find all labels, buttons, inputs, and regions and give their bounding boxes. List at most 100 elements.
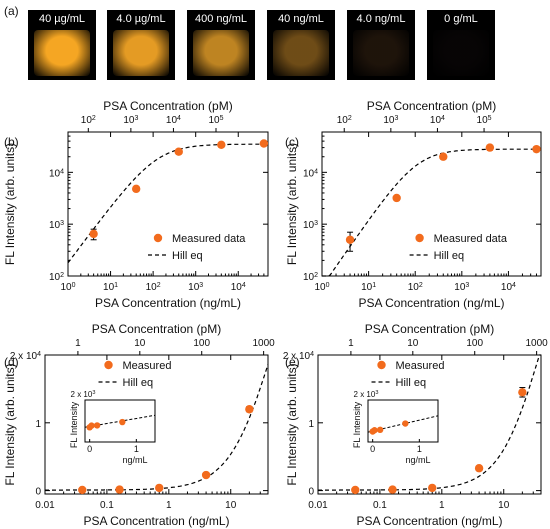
x-tick-label: 103: [454, 282, 469, 294]
y-tick-label: 104: [49, 168, 64, 180]
y-axis-title: FL Intensity (arb. units): [3, 363, 17, 485]
y-tick-label: 103: [303, 220, 318, 232]
inset-data-point: [119, 418, 126, 426]
x-tick-label: 101: [361, 282, 376, 294]
y-tick-label: 103: [49, 220, 64, 232]
y-tick-label: 2 x 104: [10, 351, 41, 363]
top-tick-label: 10: [134, 338, 146, 349]
panel-label: (e): [285, 355, 300, 369]
x-tick-label: 1: [439, 500, 445, 511]
top-tick-label: 1: [348, 338, 354, 349]
panel-label: (c): [285, 135, 299, 149]
tile-glow: [113, 30, 169, 76]
top-tick-label: 103: [123, 115, 138, 127]
chart-b: (b) 100 101 102 103 104 102 103 104 105 PSA Concen…: [3, 99, 269, 310]
legend-label: Hill eq: [396, 377, 427, 389]
data-point: [485, 143, 495, 152]
top-tick-label: 100: [466, 338, 483, 349]
legend-label: Hill eq: [123, 377, 154, 389]
inset-chart: 0 1 2 x 103 ng/mL FL Intensity: [352, 390, 439, 465]
inset-x-tick-label: 1: [417, 444, 422, 454]
plot-frame: [44, 354, 269, 495]
x-tick-label: 101: [103, 282, 118, 294]
panel-label: (d): [4, 355, 19, 369]
x-tick-label: 100: [314, 282, 329, 294]
hill-fit-line: [322, 148, 541, 277]
sample-tile: 0 g/mL: [427, 10, 495, 80]
x-tick-label: 102: [146, 282, 161, 294]
data-point: [259, 139, 269, 148]
inset-data-point: [371, 427, 378, 434]
top-tick-label: 10: [407, 338, 419, 349]
panel-a-label: (a): [4, 4, 19, 18]
top-tick-label: 104: [166, 115, 181, 127]
y-tick-label: 102: [303, 272, 318, 284]
inset-chart: 0 1 2 x 103 ng/mL FL Intensity: [69, 390, 156, 465]
plot-frame: [317, 354, 542, 495]
y-tick-label: 2 x 104: [283, 351, 314, 363]
tile-label: 40 µg/mL: [38, 13, 86, 25]
legend-marker: [104, 360, 113, 370]
data-point: [518, 388, 527, 397]
tile-label: 4.0 ng/mL: [356, 13, 406, 25]
chart-c: (c) 100 101 102 103 104 102 103 104 105 PSA Concen…: [285, 99, 542, 310]
tile-label: 400 ng/mL: [195, 13, 247, 25]
inset-frame: [367, 399, 439, 443]
tile-label: 40 ng/mL: [278, 13, 324, 25]
legend-label: Measured data: [434, 233, 508, 245]
inset-data-point: [93, 422, 101, 429]
plot-frame: [321, 131, 542, 277]
tile-glow: [273, 30, 329, 76]
data-point: [131, 184, 141, 194]
top-tick-label: 105: [477, 115, 492, 127]
legend-marker: [377, 360, 386, 370]
sample-tile: 40 µg/mL: [28, 10, 96, 80]
inset-x-axis-title: ng/mL: [122, 455, 147, 465]
inset-y-axis-title: FL Intensity: [352, 401, 362, 448]
x-tick-label: 10: [225, 500, 237, 511]
data-point: [89, 229, 98, 239]
inset-x-tick-label: 1: [134, 444, 139, 454]
data-point: [155, 483, 164, 493]
inset-y-tick-label: 2 x 103: [71, 390, 96, 399]
data-point: [428, 483, 437, 493]
legend-marker: [153, 233, 163, 243]
x-tick-label: 0.1: [100, 500, 114, 511]
top-tick-label: 1000: [253, 338, 276, 349]
tile-glow: [193, 30, 249, 76]
x-tick-label: 104: [231, 282, 246, 294]
x-tick-label: 103: [188, 282, 203, 294]
y-tick-label: 1: [308, 419, 314, 430]
sample-tile: 40 ng/mL: [267, 10, 335, 80]
data-point: [532, 144, 541, 154]
top-tick-label: 102: [81, 115, 96, 127]
top-axis-title: PSA Concentration (pM): [103, 99, 232, 113]
data-point: [351, 485, 360, 495]
y-tick-label: 1: [35, 419, 41, 430]
tile-glow: [34, 30, 90, 76]
x-axis-title: PSA Concentration (ng/mL): [95, 296, 241, 310]
legend-label: Measured: [396, 360, 445, 372]
inset-data-point: [376, 426, 384, 434]
data-point: [345, 235, 355, 244]
x-axis-title: PSA Concentration (ng/mL): [83, 514, 229, 528]
x-axis-title: PSA Concentration (ng/mL): [358, 296, 504, 310]
data-point: [115, 485, 124, 494]
data-point: [201, 470, 211, 480]
panel-label: (b): [4, 135, 19, 149]
top-tick-label: 100: [193, 338, 210, 349]
x-tick-label: 1: [166, 500, 172, 511]
top-axis-title: PSA Concentration (pM): [92, 322, 221, 336]
x-tick-label: 100: [60, 282, 75, 294]
legend-label: Hill eq: [172, 250, 203, 262]
inset-data-point: [402, 420, 409, 427]
top-tick-label: 1: [75, 338, 81, 349]
sample-tile: 400 ng/mL: [187, 10, 255, 80]
top-tick-label: 103: [383, 115, 398, 127]
inset-x-axis-title: ng/mL: [405, 455, 430, 465]
top-axis-title: PSA Concentration (pM): [365, 322, 494, 336]
legend-marker: [415, 233, 424, 243]
y-tick-label: 0: [308, 487, 314, 498]
